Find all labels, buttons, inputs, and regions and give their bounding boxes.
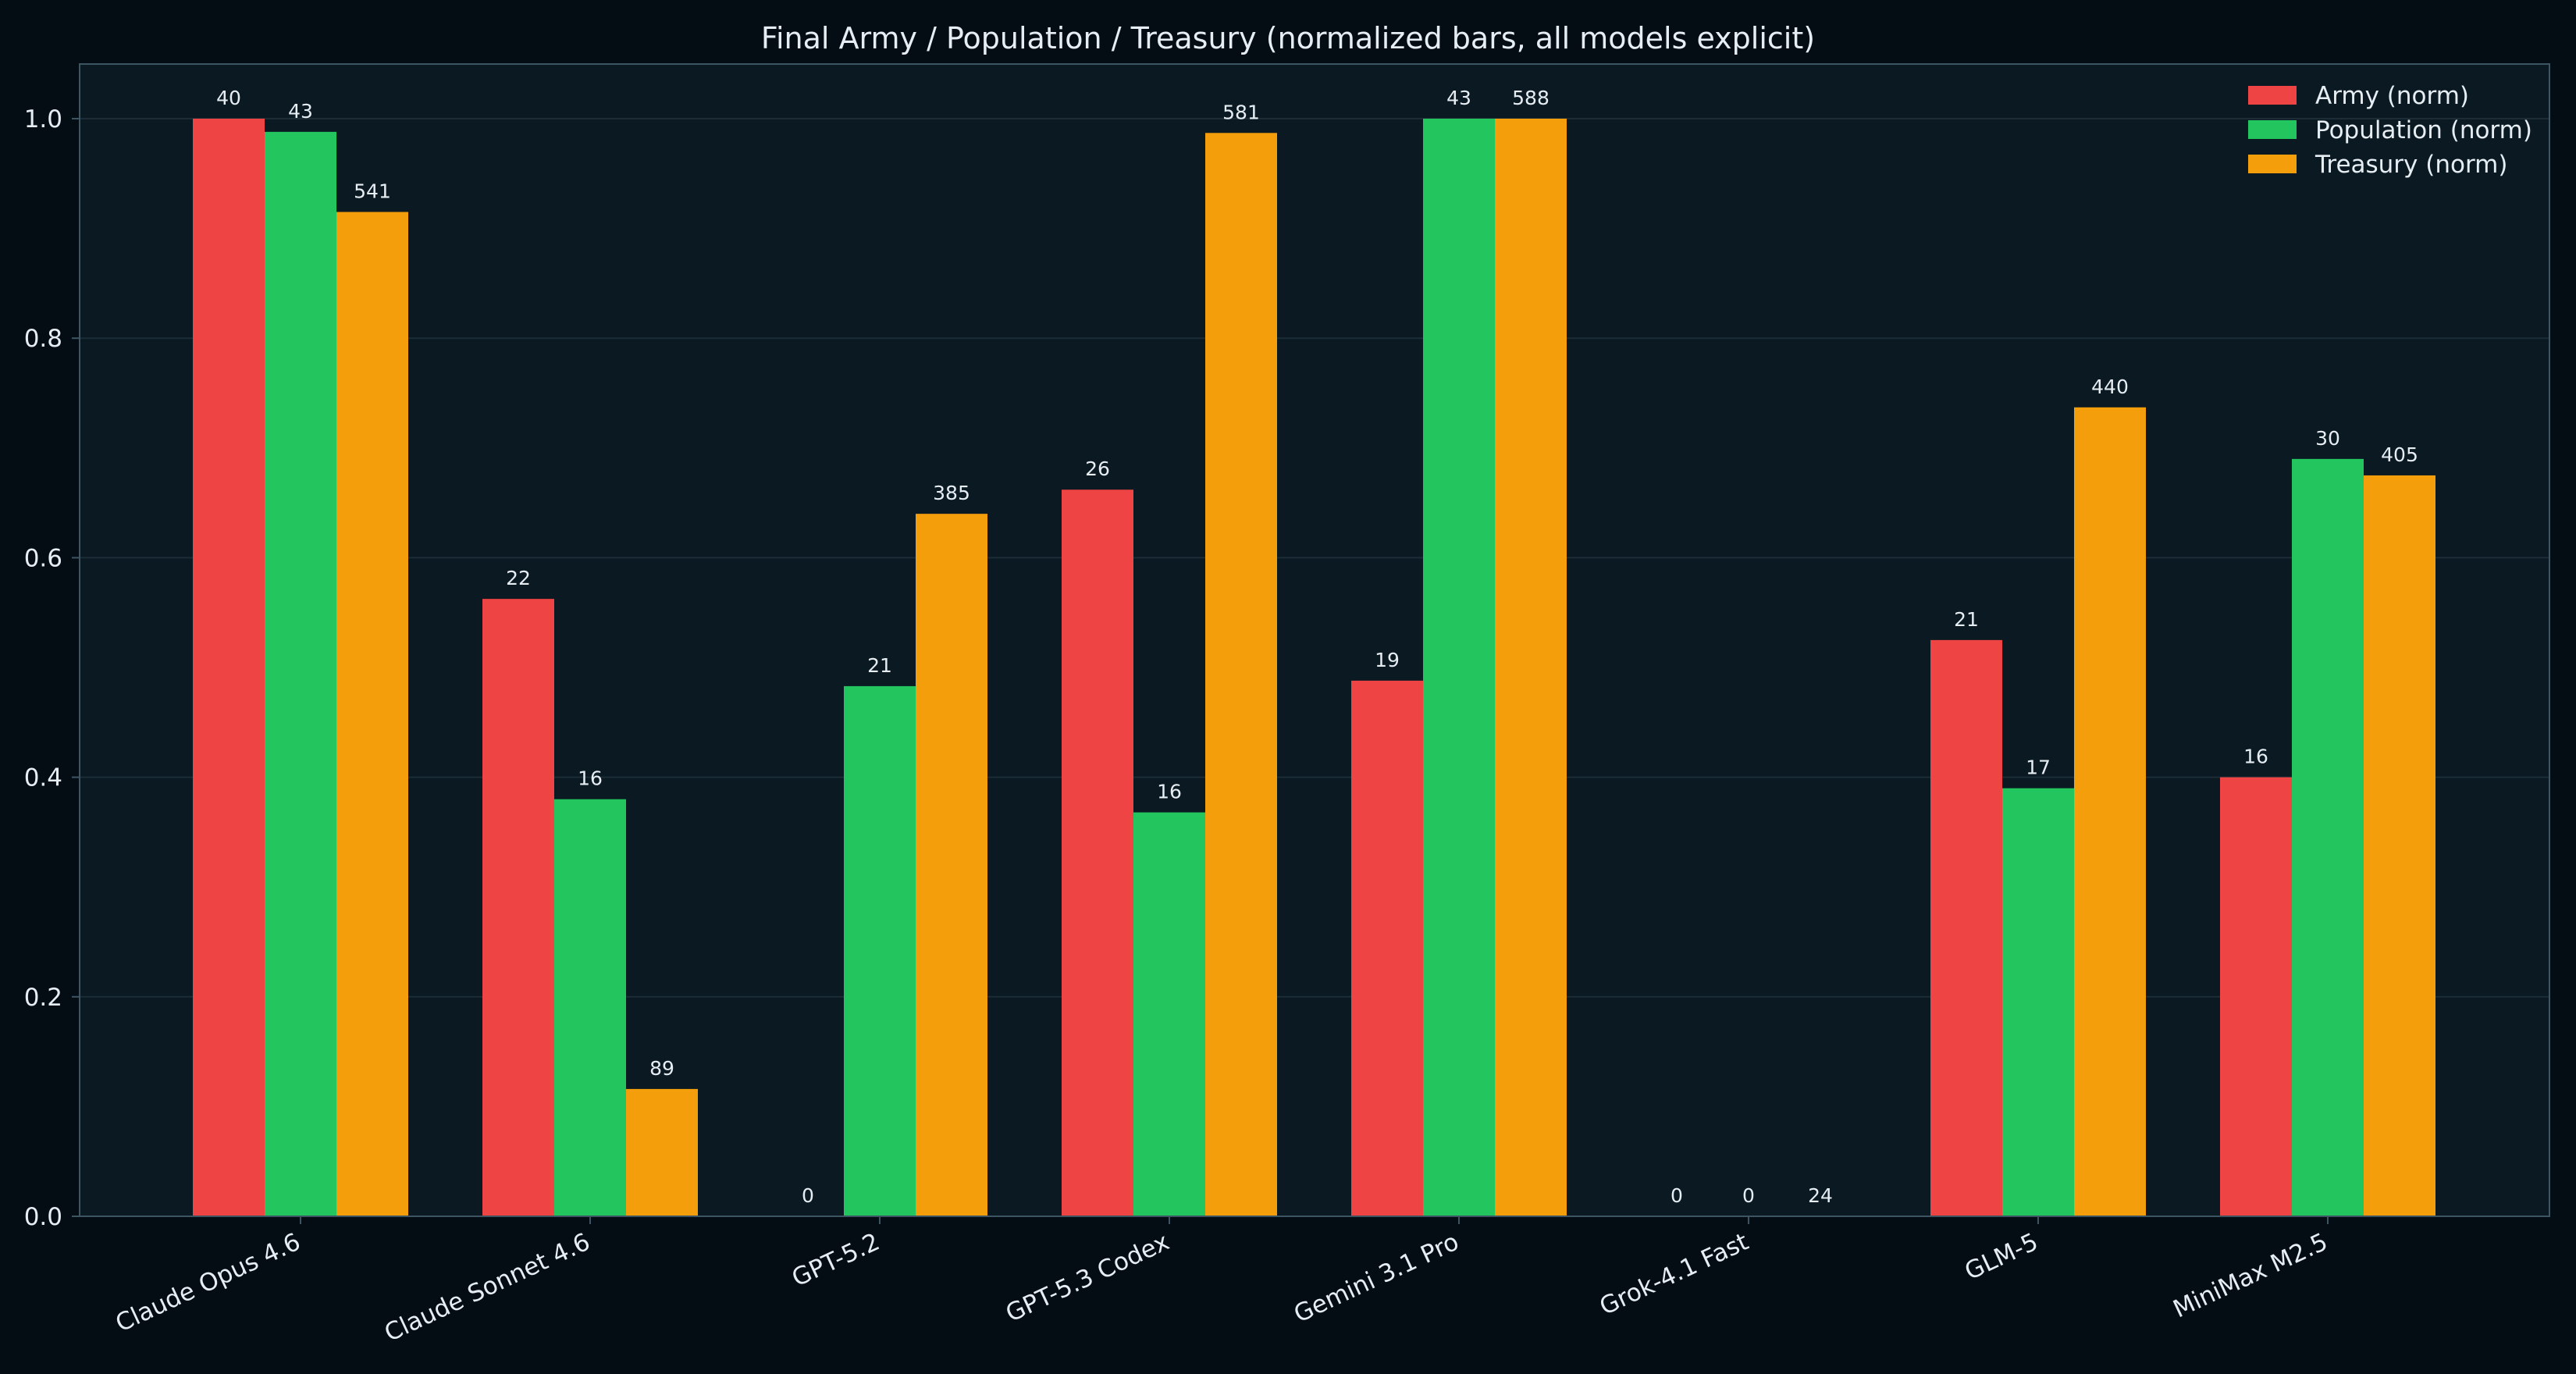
bar: [2002, 788, 2074, 1216]
chart-title: Final Army / Population / Treasury (norm…: [761, 21, 1815, 55]
plot-area: [80, 64, 2549, 1216]
bar-value-label: 581: [1222, 101, 1260, 123]
bar-value-label: 22: [506, 567, 531, 589]
bar-value-label: 26: [1085, 457, 1110, 480]
bar: [1062, 489, 1133, 1216]
x-tick-label: MiniMax M2.5: [2169, 1228, 2332, 1324]
bar-value-label: 541: [354, 180, 391, 203]
y-tick-label: 0.4: [24, 764, 62, 792]
bars: [193, 119, 2435, 1217]
bar-value-label: 0: [1742, 1184, 1755, 1207]
bar-value-label: 21: [1954, 608, 1979, 631]
legend-label: Treasury (norm): [2314, 151, 2507, 179]
x-tick-label: GPT-5.2: [788, 1228, 884, 1293]
x-tick-label: Claude Sonnet 4.6: [380, 1228, 594, 1347]
bar: [1423, 119, 1495, 1216]
bar-value-label: 0: [1670, 1184, 1683, 1207]
bar-value-label: 16: [1157, 781, 1182, 803]
bar-value-label: 385: [933, 482, 970, 504]
bar-value-label: 24: [1808, 1184, 1833, 1207]
bar-value-label: 43: [288, 100, 313, 123]
bar: [2364, 475, 2435, 1216]
y-tick-label: 0.6: [24, 544, 62, 572]
bar: [1133, 812, 1205, 1216]
bar-value-label: 43: [1446, 87, 1471, 109]
legend-swatch: [2248, 86, 2297, 105]
plot-frame: [79, 63, 2550, 1217]
bar-value-label: 405: [2381, 443, 2418, 466]
y-tick-label: 0.0: [24, 1203, 62, 1231]
bar-value-label: 19: [1375, 649, 1400, 671]
legend-label: Army (norm): [2315, 82, 2469, 110]
bar: [2074, 407, 2146, 1216]
bar: [2220, 777, 2292, 1216]
y-tick-label: 1.0: [24, 105, 62, 133]
bar: [1205, 133, 1277, 1217]
bar-value-label: 16: [2243, 746, 2268, 768]
bar-value-label: 89: [649, 1057, 674, 1080]
bar-value-label: 440: [2091, 376, 2129, 398]
x-tick-label: GPT-5.3 Codex: [1002, 1228, 1173, 1328]
bar-value-label: 17: [2026, 756, 2051, 779]
bar: [265, 131, 336, 1217]
bar: [626, 1088, 698, 1216]
bar: [482, 599, 554, 1216]
x-tick-label: Claude Opus 4.6: [112, 1228, 305, 1338]
bar: [1930, 639, 2002, 1216]
bar: [193, 119, 265, 1216]
legend-swatch: [2248, 155, 2297, 173]
bar-value-label: 40: [216, 87, 241, 109]
bar: [1495, 119, 1567, 1216]
bar-value-label: 30: [2315, 427, 2340, 450]
bar: [336, 212, 408, 1216]
bar: [554, 799, 626, 1216]
bar: [1351, 680, 1423, 1216]
bar-value-label: 16: [578, 767, 603, 790]
legend: Army (norm) Population (norm) Treasury (no…: [2248, 82, 2532, 179]
y-tick-label: 0.2: [24, 984, 62, 1012]
bar: [2292, 458, 2364, 1216]
bar-value-label: 21: [867, 654, 892, 677]
bar-value-labels: 40 43 541 22 16 89 0 21 385 26 16 581 19 43 588 0 0 24 21 1…: [216, 87, 2418, 1207]
legend-label: Population (norm): [2315, 116, 2532, 144]
bar-value-label: 0: [802, 1184, 814, 1207]
x-tick-label: Grok-4.1 Fast: [1596, 1228, 1753, 1322]
legend-swatch: [2248, 120, 2297, 139]
x-tick-label: GLM-5: [1960, 1228, 2042, 1286]
x-tick-label: Gemini 3.1 Pro: [1290, 1228, 1463, 1329]
bar: [916, 514, 987, 1216]
bar-value-label: 588: [1512, 87, 1550, 109]
y-tick-label: 0.8: [24, 325, 62, 353]
bar: [844, 685, 916, 1216]
